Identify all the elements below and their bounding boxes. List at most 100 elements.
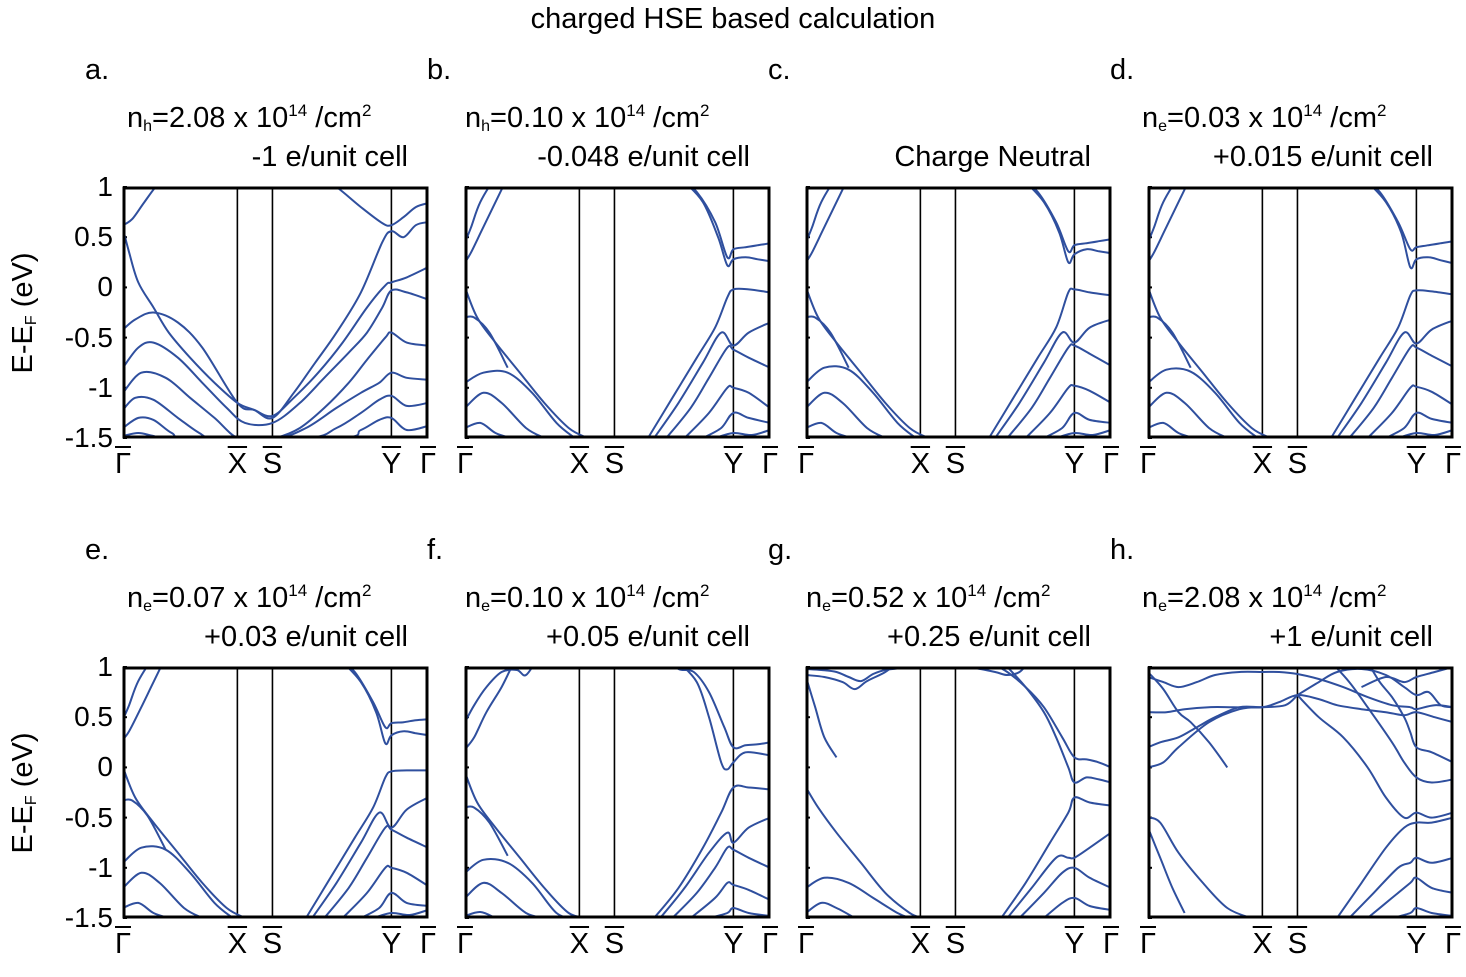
carrier-type: h [143,118,153,135]
plot-frame [464,186,771,439]
band-line-band15 [1397,429,1453,438]
y-axis-label: E-EF (eV) [7,252,41,373]
y-axis-label-subscript: F [23,314,40,325]
band-structure-plot [464,186,771,439]
density-unit: /cm [307,582,362,614]
k-point-label: Γ [762,448,778,480]
band-line-band4 [1148,694,1299,749]
k-point-label: S [604,448,625,480]
band-line-band14 [360,891,428,918]
y-tick-label: -1 [88,371,113,403]
band-line-band15 [714,429,770,438]
band-line-band4 [346,667,428,746]
k-point-label: X [1252,448,1273,480]
y-tick-label: 0 [97,751,113,783]
y-tick-label: -1 [88,851,113,883]
band-line-band14 [1043,411,1111,438]
carrier-type: e [1158,118,1168,135]
k-point-label: S [1287,928,1308,960]
band-line-band5 [806,287,929,438]
band-line-band3 [996,667,1111,769]
band-line-band6 [1296,667,1453,709]
carrier-symbol: n [465,582,482,614]
unit-exponent: 2 [700,581,710,600]
band-line-band13 [1366,384,1453,438]
band-line-band3 [690,187,770,260]
carrier-symbol: n [1142,582,1159,614]
k-point-label: X [569,448,590,480]
density-exponent: 14 [288,101,308,120]
plot-frame [805,186,1112,439]
k-point-label: Γ [457,928,473,960]
band-line-band7 [465,369,576,438]
k-point-label: Y [1064,928,1085,960]
density-unit: /cm [645,582,700,614]
band-group [465,667,770,918]
band-line-band7 [1296,694,1453,820]
panel-letter: c. [768,54,791,86]
band-line-band4 [123,288,428,427]
band-group [123,667,428,918]
k-point-label: Y [1064,448,1085,480]
k-point-label: Γ [115,448,131,480]
k-point-label: Y [381,928,402,960]
carrier-symbol: n [806,582,823,614]
band-line-band12 [671,845,770,918]
carrier-density-label: ne=0.07 x 1014 /cm2 [127,574,371,624]
band-structure-plot [464,666,771,919]
band-line-band10 [647,287,770,438]
carrier-type: e [481,598,491,615]
band-line-band7 [123,845,234,918]
band-line-band5 [123,331,428,438]
band-line-band5 [806,676,838,758]
carrier-symbol: n [127,582,144,614]
band-structure-plot [122,186,429,439]
band-line-band8 [1334,667,1453,784]
density-unit: /cm [1322,102,1377,134]
band-line-band5 [1148,706,1263,769]
band-line-band12 [323,824,428,918]
y-axis-label-subscript: F [23,794,40,805]
band-line-band15 [1366,876,1453,918]
density-value: =0.07 x 10 [152,582,289,614]
carrier-density-label: ne=0.52 x 1014 /cm2 [806,574,1050,624]
band-line-band12 [1006,343,1111,438]
k-point-label: X [910,448,931,480]
charge-per-cell-label: +0.03 e/unit cell [204,621,408,653]
k-point-label: S [945,448,966,480]
y-tick-label: 1 [97,651,113,682]
panel-letter: e. [85,534,110,566]
density-exponent: 14 [626,101,646,120]
band-group [1148,667,1453,918]
k-point-label: X [910,928,931,960]
y-tick-label: 1 [97,171,113,202]
k-point-label: X [227,928,248,960]
k-point-label: S [262,448,283,480]
band-line-band11 [994,318,1111,438]
band-group [806,667,1111,918]
k-point-label: S [945,928,966,960]
band-line-band2 [1148,670,1453,711]
band-line-band12 [1148,827,1186,914]
k-point-label: Γ [1140,928,1156,960]
band-line-band1 [465,667,534,723]
k-point-label: Γ [1445,448,1461,480]
k-point-label: Γ [798,448,814,480]
band-structure-plot [1147,186,1454,439]
band-line-band11 [1336,319,1453,438]
band-line-band9 [1000,796,1111,918]
unit-exponent: 2 [1377,101,1387,120]
band-line-band6 [1148,315,1192,369]
carrier-density-label: ne=2.08 x 1014 /cm2 [1142,574,1386,624]
band-line-band3 [123,266,428,418]
band-line-band6 [123,798,167,851]
band-line-band2 [806,187,845,263]
charge-per-cell-label: +0.015 e/unit cell [1212,141,1433,173]
band-line-band13 [1024,383,1111,438]
band-line-band7 [806,876,911,918]
band-line-band11 [659,816,770,918]
k-point-label: Γ [1140,448,1156,480]
k-point-label: X [227,448,248,480]
k-point-label: Y [723,928,744,960]
